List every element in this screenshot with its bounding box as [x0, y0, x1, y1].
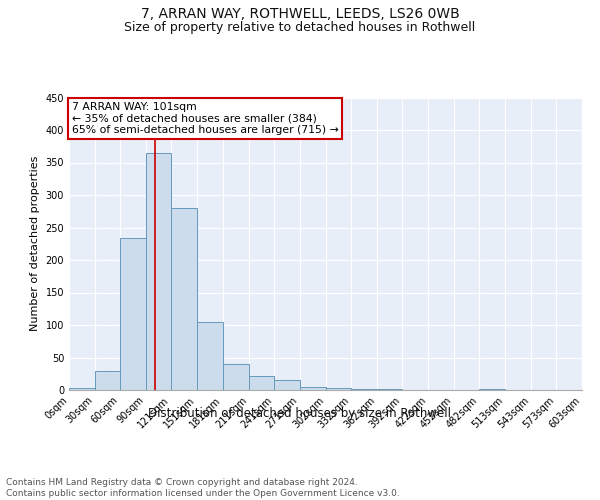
Bar [146, 153, 171, 390]
Bar [299, 387, 326, 390]
Text: Distribution of detached houses by size in Rothwell: Distribution of detached houses by size … [149, 408, 452, 420]
Text: 7, ARRAN WAY, ROTHWELL, LEEDS, LS26 0WB: 7, ARRAN WAY, ROTHWELL, LEEDS, LS26 0WB [140, 8, 460, 22]
Y-axis label: Number of detached properties: Number of detached properties [30, 156, 40, 332]
Bar [69, 388, 95, 390]
Text: Contains HM Land Registry data © Crown copyright and database right 2024.
Contai: Contains HM Land Registry data © Crown c… [6, 478, 400, 498]
Text: 7 ARRAN WAY: 101sqm
← 35% of detached houses are smaller (384)
65% of semi-detac: 7 ARRAN WAY: 101sqm ← 35% of detached ho… [71, 102, 338, 135]
Bar [326, 388, 352, 390]
Bar [95, 370, 120, 390]
Bar [120, 238, 146, 390]
Text: Size of property relative to detached houses in Rothwell: Size of property relative to detached ho… [124, 21, 476, 34]
Bar [223, 364, 248, 390]
Bar [171, 208, 197, 390]
Bar [197, 322, 223, 390]
Bar [274, 380, 299, 390]
Bar [248, 376, 274, 390]
